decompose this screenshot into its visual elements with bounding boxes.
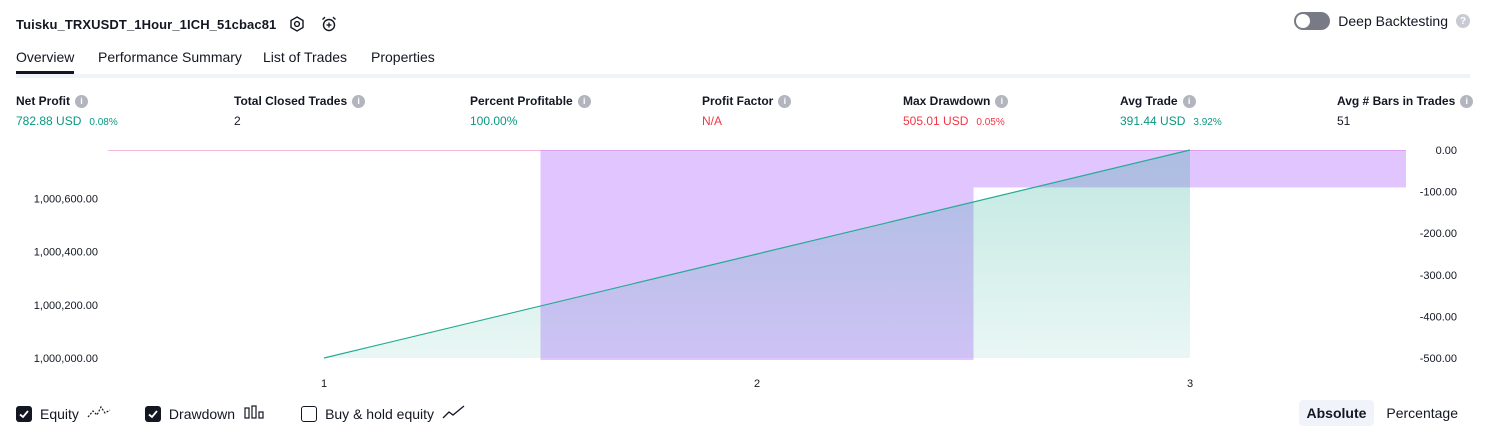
legend-label: Equity <box>40 405 79 422</box>
stat-percent: 3.92% <box>1193 117 1222 128</box>
value-mode-switch: Absolute Percentage <box>1298 400 1467 426</box>
tab-list-of-trades[interactable]: List of Trades <box>263 49 348 65</box>
stat-label: Max Drawdown <box>903 94 991 108</box>
stat-label: Avg Trade <box>1120 94 1178 108</box>
stat-label: Avg # Bars in Trades <box>1337 94 1456 108</box>
equity-line-icon <box>87 404 111 423</box>
legend-label: Buy & hold equity <box>325 405 435 422</box>
strategy-title: Tuisku_TRXUSDT_1Hour_1ICH_51cbac81 <box>16 16 277 32</box>
y-left-tick-label: 1,000,200.00 <box>34 300 98 312</box>
percentage-mode-button[interactable]: Percentage <box>1386 405 1458 421</box>
legend-label: Drawdown <box>168 405 236 422</box>
checkbox-checked[interactable] <box>16 405 32 422</box>
stat-label: Total Closed Trades <box>234 94 348 108</box>
stat-avg-trade: Avg Trade i 391.44 USD 3.92% <box>1120 94 1222 128</box>
deep-backtesting-label: Deep Backtesting <box>1338 13 1448 29</box>
stat-avg-bars-in-trades: Avg # Bars in Trades i 51 <box>1337 94 1474 128</box>
checkbox-checked[interactable] <box>144 405 161 422</box>
y-right-tick-label: -100.00 <box>1420 187 1457 199</box>
stat-value: 505.01 USD <box>903 114 969 128</box>
y-right-tick-label: -500.00 <box>1420 353 1457 365</box>
stat-percent: 0.08% <box>89 117 118 128</box>
stat-value: 51 <box>1337 114 1351 128</box>
toggle-knob <box>1296 14 1311 28</box>
deep-backtesting-control: Deep Backtesting ? <box>1294 12 1470 30</box>
stat-value: 782.88 USD <box>16 114 82 128</box>
stat-value: 100.00% <box>470 114 518 128</box>
info-icon[interactable]: i <box>778 94 792 108</box>
stat-percent-profitable: Percent Profitable i 100.00% <box>470 94 591 128</box>
stat-net-profit: Net Profit i 782.88 USD 0.08% <box>16 94 118 128</box>
drawdown-bars-icon <box>243 404 267 423</box>
stat-max-drawdown: Max Drawdown i 505.01 USD 0.05% <box>903 94 1009 128</box>
stat-value: N/A <box>702 114 723 128</box>
equity-drawdown-chart[interactable]: 1,000,000.00 1,000,200.00 1,000,400.00 1,00… <box>0 138 1486 398</box>
equity-line <box>323 149 1191 359</box>
y-left-tick-label: 1,000,400.00 <box>34 247 98 259</box>
strategy-header: Tuisku_TRXUSDT_1Hour_1ICH_51cbac81 <box>16 12 340 36</box>
y-left-tick-label: 1,000,000.00 <box>34 353 98 365</box>
info-icon[interactable]: i <box>1182 94 1196 108</box>
drawdown-checkbox[interactable]: Drawdown <box>144 404 267 423</box>
equity-checkbox[interactable]: Equity <box>16 404 111 423</box>
tab-properties[interactable]: Properties <box>371 49 435 65</box>
y-right-tick-label: -200.00 <box>1420 228 1457 240</box>
stat-profit-factor: Profit Factor i N/A <box>702 94 792 128</box>
stat-value: 391.44 USD <box>1120 114 1186 128</box>
x-tick-label: 2 <box>754 378 760 390</box>
stat-label: Percent Profitable <box>470 94 573 108</box>
buy-hold-equity-checkbox[interactable]: Buy & hold equity <box>301 404 466 423</box>
stat-label: Net Profit <box>16 94 70 108</box>
tab-overview[interactable]: Overview <box>16 49 75 74</box>
x-tick-label: 1 <box>321 378 327 390</box>
stat-value: 2 <box>234 114 241 128</box>
alarm-add-icon[interactable] <box>318 13 340 35</box>
buy-hold-line-icon <box>442 404 466 423</box>
y-right-tick-label: 0.00 <box>1436 145 1457 157</box>
y-left-tick-label: 1,000,600.00 <box>34 194 98 206</box>
info-icon[interactable]: i <box>995 94 1009 108</box>
checkbox-unchecked[interactable] <box>301 405 318 422</box>
info-icon[interactable]: i <box>1460 94 1474 108</box>
tab-performance-summary[interactable]: Performance Summary <box>98 49 242 65</box>
y-right-tick-label: -300.00 <box>1420 270 1457 282</box>
absolute-mode-button[interactable]: Absolute <box>1298 400 1375 426</box>
info-icon[interactable]: i <box>352 94 366 108</box>
y-right-tick-label: -400.00 <box>1420 311 1457 323</box>
x-tick-label: 3 <box>1187 378 1193 390</box>
stat-total-closed-trades: Total Closed Trades i 2 <box>234 94 366 128</box>
stat-percent: 0.05% <box>976 117 1005 128</box>
stat-label: Profit Factor <box>702 94 774 108</box>
settings-icon[interactable] <box>286 13 308 35</box>
deep-backtesting-toggle[interactable] <box>1294 12 1331 30</box>
chart-legend: Equity Drawdown Buy & hold equity <box>16 404 500 423</box>
help-icon[interactable]: ? <box>1456 14 1470 28</box>
tab-bar: Overview Performance Summary List of Tra… <box>16 44 1470 78</box>
info-icon[interactable]: i <box>577 94 591 108</box>
info-icon[interactable]: i <box>75 94 88 108</box>
